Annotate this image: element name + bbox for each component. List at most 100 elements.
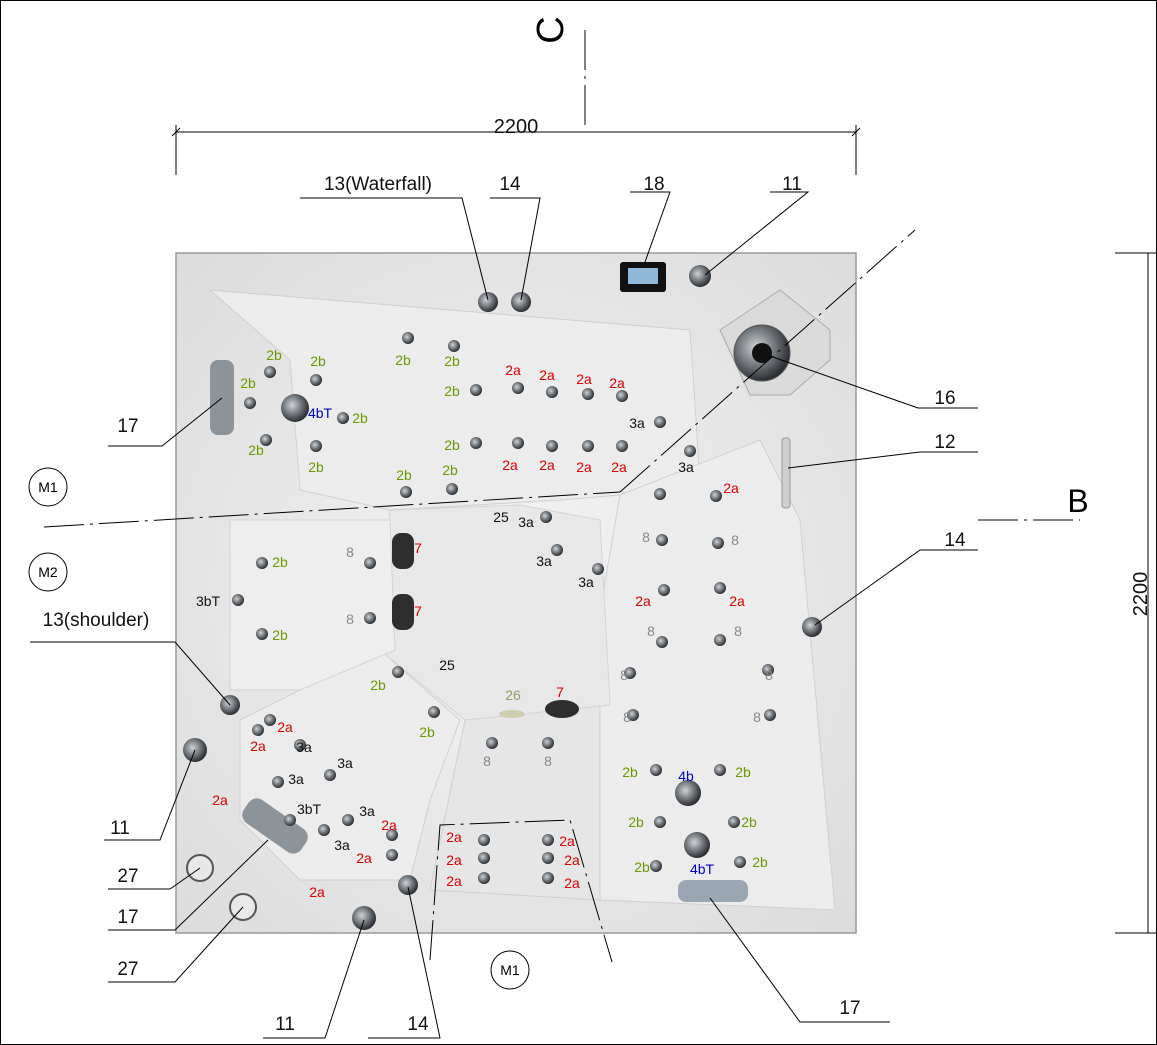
- jet-label: 7: [556, 684, 564, 700]
- jet-nozzle: [386, 829, 398, 841]
- jet-label: 2a: [611, 459, 627, 475]
- jet-nozzle: [627, 709, 639, 721]
- jet-label: 3bT: [196, 593, 221, 609]
- jet-nozzle: [592, 563, 604, 575]
- section-c-label: C: [530, 16, 572, 43]
- jet-nozzle: [256, 557, 268, 569]
- callout-14-top: 14: [499, 174, 521, 195]
- cup-holder-26: [499, 710, 525, 718]
- callout-12: 12: [934, 432, 955, 453]
- jet-label: 2a: [729, 593, 745, 609]
- jet-label: 3a: [296, 739, 312, 755]
- jet-label: 2a: [277, 719, 293, 735]
- jet-label: 2a: [564, 852, 580, 868]
- jet-nozzle: [272, 776, 284, 788]
- jet-nozzle: [470, 384, 482, 396]
- callout-16: 16: [934, 388, 955, 409]
- marker-m2-left-text: M2: [38, 564, 58, 580]
- light-11-bottom: [352, 906, 376, 930]
- jet-label: 4bT: [308, 405, 333, 421]
- leader-14-right: [814, 549, 978, 626]
- jet-label: 2b: [395, 352, 411, 368]
- jet-label: 2a: [446, 852, 462, 868]
- small-jets-group: [232, 332, 776, 884]
- dim-top-left-slash: [171, 127, 181, 137]
- jet-label: 8: [346, 611, 354, 627]
- jet-4b-lounger: [675, 780, 701, 806]
- jet-label: 25: [439, 657, 455, 673]
- jet-label: 2a: [559, 833, 575, 849]
- jet-nozzle: [684, 445, 696, 457]
- headrest-pillow-left: [210, 360, 234, 435]
- jet-label: 3a: [518, 514, 534, 530]
- jet-nozzle: [714, 634, 726, 646]
- jet-label: 8: [620, 667, 628, 683]
- jet-nozzle: [616, 440, 628, 452]
- jet-label: 2b: [735, 764, 751, 780]
- jet-nozzle: [260, 434, 272, 446]
- jet-label: 2b: [248, 442, 264, 458]
- jet-label: 8: [544, 753, 552, 769]
- leader-14-bottom: [368, 886, 441, 1039]
- leader-11-top: [704, 191, 810, 276]
- jet-nozzle: [310, 440, 322, 452]
- jet-nozzle: [710, 490, 722, 502]
- jet-nozzle: [256, 628, 268, 640]
- control-panel-screen: [628, 268, 658, 284]
- jet-label: 3a: [629, 415, 645, 431]
- jet-4bT-lounger: [684, 832, 710, 858]
- jet-nozzle: [650, 860, 662, 872]
- leader-17-bottom-right: [709, 897, 890, 1023]
- jet-nozzle: [364, 612, 376, 624]
- marker-m2-left: M2: [28, 552, 68, 592]
- jet-nozzle: [546, 440, 558, 452]
- jet-nozzle: [428, 706, 440, 718]
- neck-cushion-7b: [392, 594, 414, 630]
- callout-13-shoulder: 13(shoulder): [43, 610, 150, 631]
- jet-nozzle: [486, 737, 498, 749]
- callout-11-top: 11: [782, 174, 802, 195]
- leader-27-b: [108, 906, 244, 983]
- jet-label: 8: [765, 667, 773, 683]
- jet-label: 2a: [576, 459, 592, 475]
- jet-nozzle: [542, 852, 554, 864]
- jet-label: 2b: [444, 353, 460, 369]
- jet-label: 26: [505, 687, 521, 703]
- waterfall-13: [478, 292, 498, 312]
- jet-label: 25: [493, 509, 509, 525]
- jet-label: 7: [414, 540, 422, 556]
- jet-label: 2b: [442, 462, 458, 478]
- jet-label: 8: [753, 709, 761, 725]
- jet-nozzle: [656, 534, 668, 546]
- jet-label: 2b: [752, 854, 768, 870]
- jet-nozzle: [310, 374, 322, 386]
- jet-label: 2b: [741, 814, 757, 830]
- jet-nozzle: [386, 849, 398, 861]
- jet-nozzle: [364, 557, 376, 569]
- callout-13-waterfall: 13(Waterfall): [324, 174, 432, 195]
- jet-nozzle: [712, 537, 724, 549]
- section-m1-diag: [619, 229, 916, 493]
- jet-label: 2b: [266, 347, 282, 363]
- leader-14-top: [490, 197, 541, 301]
- jet-nozzle: [342, 814, 354, 826]
- jet-nozzle: [470, 437, 482, 449]
- jet-nozzle: [734, 856, 746, 868]
- jet-label: 3bT: [297, 801, 322, 817]
- jet-nozzle: [582, 388, 594, 400]
- led-strip: [781, 437, 791, 509]
- jet-nozzle: [512, 382, 524, 394]
- callout-17-bottom-left: 17: [117, 907, 138, 928]
- jet-label: 4bT: [690, 861, 715, 877]
- jet-label: 3a: [337, 755, 353, 771]
- jet-nozzle: [654, 416, 666, 428]
- jet-nozzle: [542, 737, 554, 749]
- callout-17-left: 17: [117, 416, 138, 437]
- jet-nozzle: [478, 834, 490, 846]
- jet-label: 2b: [370, 677, 386, 693]
- callout-11-left: 11: [110, 818, 130, 839]
- jet-label: 8: [642, 529, 650, 545]
- jet-nozzle: [728, 816, 740, 828]
- jet-nozzle: [656, 636, 668, 648]
